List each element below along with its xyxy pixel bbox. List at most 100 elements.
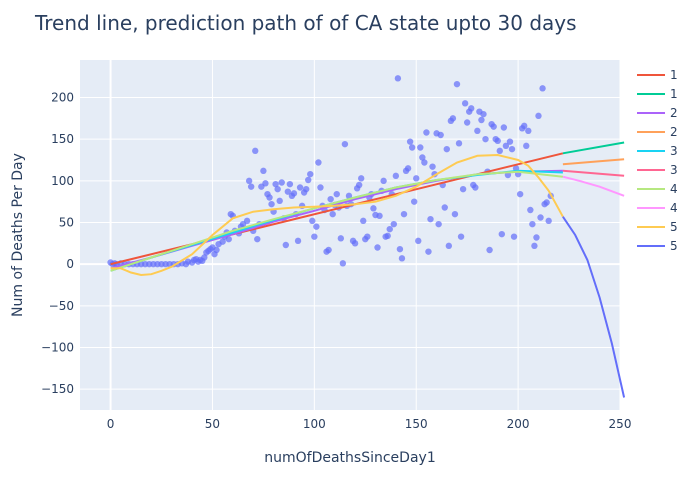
legend: 1 1 2 2 3 3 4 4 5 5	[637, 68, 678, 253]
series-line	[562, 158, 625, 166]
x-axis-title: numOfDeathsSinceDay1	[264, 450, 435, 466]
y-tick-label: 50	[59, 216, 74, 230]
data-point	[360, 217, 367, 225]
y-axis-title: Num of Deaths Per Day	[10, 153, 26, 317]
data-point	[480, 110, 487, 118]
data-point	[254, 235, 261, 243]
x-tick-label: 0	[107, 417, 115, 431]
data-point	[364, 233, 371, 240]
data-point	[539, 85, 546, 92]
data-point	[521, 122, 528, 130]
legend-label[interactable]: 3	[670, 144, 678, 158]
data-point	[355, 181, 363, 189]
data-point	[282, 241, 290, 249]
data-point	[252, 147, 259, 155]
data-point	[317, 184, 324, 191]
y-tick-label: 0	[66, 257, 74, 271]
legend-label[interactable]: 2	[670, 125, 678, 139]
data-point	[435, 220, 442, 228]
data-point	[243, 217, 251, 225]
data-point	[529, 220, 536, 228]
y-tick-label: 100	[51, 174, 74, 188]
y-tick-label: 150	[51, 132, 74, 146]
legend-label[interactable]: 2	[670, 106, 678, 120]
data-point	[307, 170, 314, 178]
data-point	[427, 215, 434, 223]
data-point	[415, 237, 422, 245]
legend-label[interactable]: 4	[670, 182, 678, 196]
data-point	[333, 190, 340, 198]
x-tick-label: 250	[609, 417, 632, 431]
y-tick-label: −150	[41, 382, 74, 396]
data-point	[510, 233, 518, 240]
data-point	[423, 129, 430, 136]
legend-label[interactable]: 4	[670, 201, 678, 215]
data-point	[260, 167, 267, 175]
legend-label[interactable]: 1	[670, 68, 678, 82]
data-point	[421, 159, 428, 166]
data-point	[429, 163, 436, 170]
data-point	[327, 195, 334, 203]
x-tick-label: 50	[205, 417, 220, 431]
data-point	[527, 206, 534, 214]
data-point	[268, 200, 275, 208]
series-line	[110, 170, 564, 272]
data-point	[404, 165, 412, 172]
y-tick-label: −100	[41, 341, 74, 355]
data-point	[508, 145, 516, 153]
data-point	[525, 127, 532, 135]
legend-label[interactable]: 1	[670, 87, 678, 101]
data-point	[272, 180, 279, 188]
series-line	[110, 153, 564, 277]
data-point	[325, 246, 332, 254]
gridlines	[80, 60, 621, 410]
data-point	[472, 184, 479, 191]
data-point	[276, 197, 283, 205]
data-point	[451, 210, 459, 218]
data-point	[284, 188, 292, 195]
data-point	[468, 105, 475, 112]
data-point	[392, 172, 400, 180]
data-point	[537, 214, 544, 221]
x-tick-label: 200	[507, 417, 530, 431]
legend-label[interactable]: 5	[670, 239, 678, 253]
data-point	[302, 185, 310, 193]
data-point	[482, 135, 489, 143]
data-point	[543, 199, 550, 206]
data-point	[380, 177, 387, 185]
data-point	[400, 210, 408, 218]
data-point	[296, 184, 304, 191]
data-point	[219, 238, 226, 245]
data-point	[437, 131, 444, 139]
data-point	[457, 233, 465, 240]
data-point	[262, 180, 269, 187]
data-point	[396, 245, 404, 253]
data-point	[394, 75, 402, 82]
data-point	[313, 223, 320, 230]
series-lines	[110, 141, 626, 398]
data-point	[370, 205, 377, 212]
data-point	[290, 190, 298, 197]
data-point	[339, 260, 347, 267]
tick-labels: 0 50 100 150 200 250 −150 −100 −50 0 50 100 150 200	[41, 91, 631, 432]
legend-label[interactable]: 5	[670, 220, 678, 234]
data-point	[374, 244, 381, 251]
data-point	[502, 142, 510, 150]
series-line	[562, 216, 626, 398]
data-point	[245, 177, 253, 185]
data-point	[406, 138, 414, 145]
data-point	[266, 194, 273, 201]
legend-label[interactable]: 3	[670, 163, 678, 177]
data-point	[274, 185, 281, 193]
data-point	[545, 217, 552, 225]
y-tick-label: 200	[51, 91, 74, 105]
data-point	[455, 140, 463, 147]
data-point	[449, 115, 457, 122]
data-point	[278, 179, 285, 186]
data-point	[305, 176, 312, 184]
data-point	[225, 235, 232, 243]
data-point	[413, 175, 420, 182]
data-point	[531, 242, 538, 250]
data-point	[494, 137, 501, 145]
